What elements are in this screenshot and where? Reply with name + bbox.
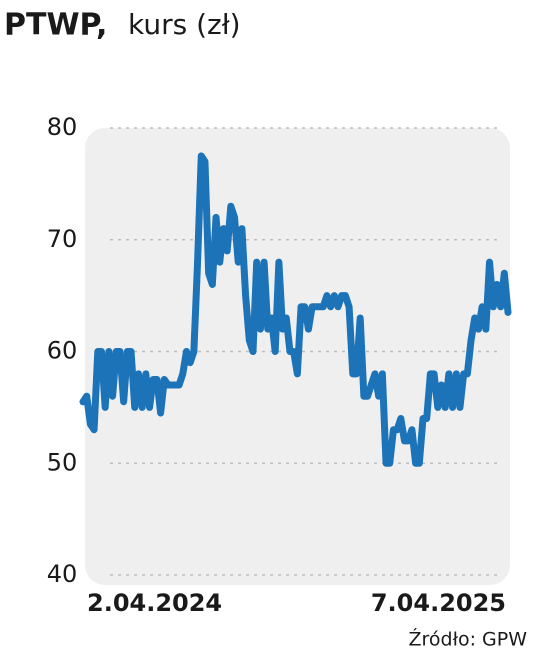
y-tick-label: 50 <box>47 448 78 476</box>
price-line <box>79 152 512 467</box>
y-tick-label: 60 <box>47 337 78 365</box>
y-tick-label: 80 <box>47 113 78 141</box>
x-tick-label: 2.04.2024 <box>87 589 222 617</box>
chart-subtitle: kurs (zł) <box>128 8 241 41</box>
x-tick-label: 7.04.2025 <box>371 589 506 617</box>
y-tick-label: 70 <box>47 225 78 253</box>
chart-title: PTWP, <box>4 8 107 43</box>
y-tick-label: 40 <box>47 560 78 588</box>
source: Źródło: GPW <box>408 628 527 651</box>
